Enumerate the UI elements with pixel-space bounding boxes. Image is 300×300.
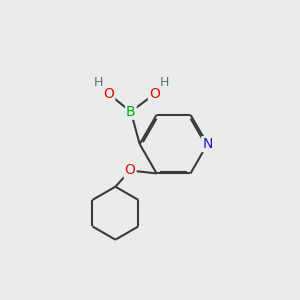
Text: O: O	[103, 87, 114, 101]
Text: H: H	[94, 76, 103, 89]
Text: N: N	[202, 137, 213, 151]
Text: O: O	[125, 164, 136, 178]
Text: O: O	[149, 87, 160, 101]
Text: B: B	[126, 105, 136, 119]
Text: H: H	[160, 76, 169, 89]
